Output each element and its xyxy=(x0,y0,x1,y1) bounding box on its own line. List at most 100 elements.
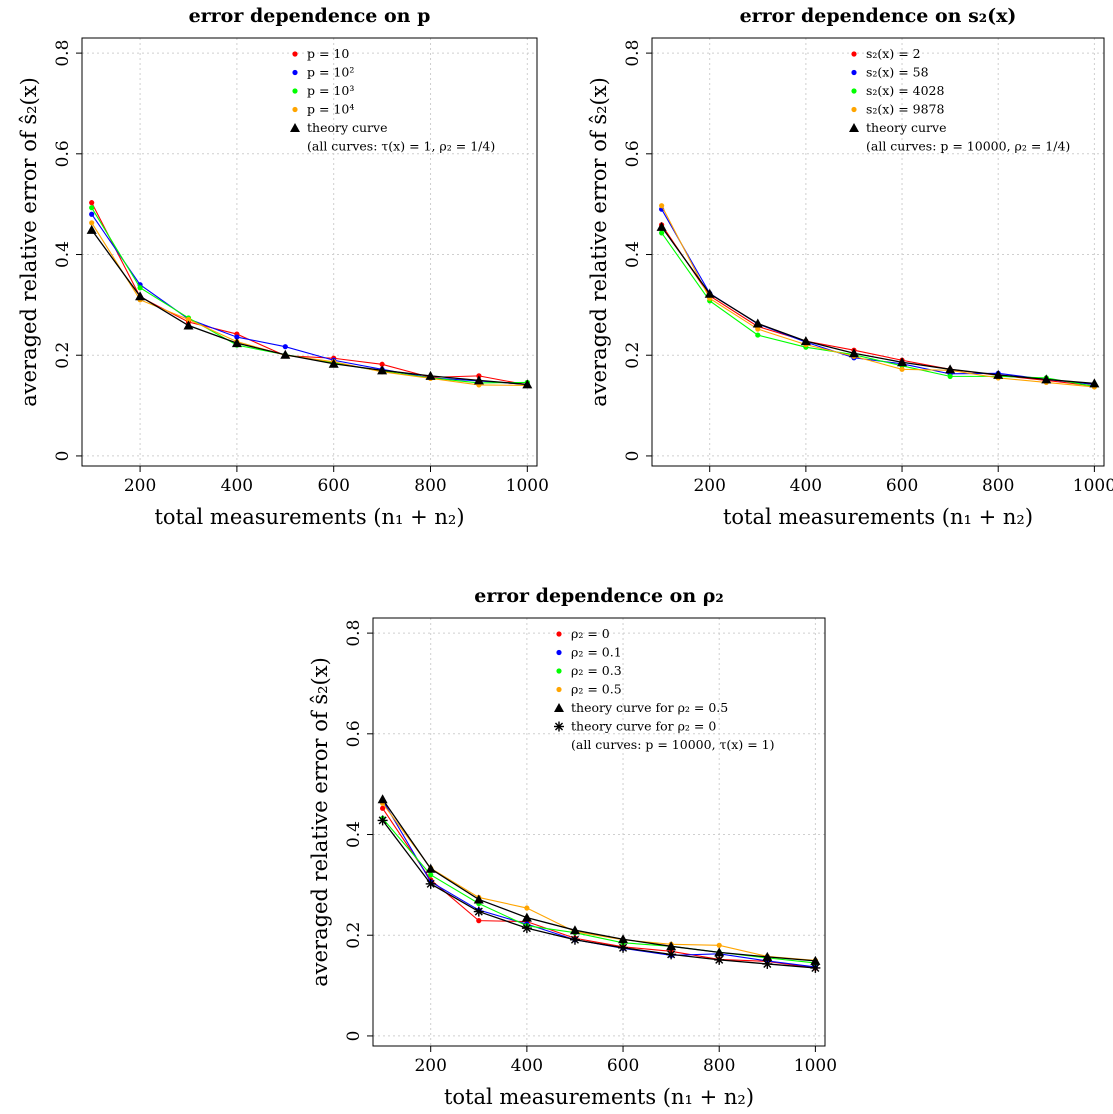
data-point xyxy=(425,863,436,873)
y-axis-label: averaged relative error of ŝ₂(x) xyxy=(17,77,41,407)
data-point xyxy=(899,366,905,372)
data-point xyxy=(379,361,385,367)
asterisk-stroke xyxy=(619,943,628,952)
series-2 xyxy=(89,211,530,388)
asterisk-stroke xyxy=(570,935,579,944)
x-tick-label: 400 xyxy=(221,476,253,496)
asterisk-stroke xyxy=(426,879,435,888)
data-point xyxy=(89,211,95,217)
data-point xyxy=(1089,378,1100,388)
asterisk-stroke xyxy=(378,816,387,825)
data-point xyxy=(656,221,667,231)
legend-label: ρ₂ = 0.5 xyxy=(571,682,622,697)
data-point xyxy=(292,69,298,76)
data-point xyxy=(993,369,1004,379)
data-point xyxy=(556,631,562,637)
series-line xyxy=(661,205,1095,388)
data-point xyxy=(524,905,530,911)
series-line xyxy=(382,820,816,969)
y-tick-label: 0.8 xyxy=(623,40,643,67)
asterisk-stroke xyxy=(522,924,531,933)
y-tick-label: 0.2 xyxy=(53,342,73,369)
y-tick-label: 0 xyxy=(623,451,643,462)
asterisk-stroke xyxy=(554,722,564,731)
data-point xyxy=(752,318,763,328)
legend-label: theory curve for ρ₂ = 0.5 xyxy=(571,700,728,715)
data-point xyxy=(848,348,859,358)
data-point xyxy=(473,894,484,904)
data-point xyxy=(89,220,95,226)
series-line xyxy=(661,226,1095,385)
x-tick-label: 600 xyxy=(317,476,349,496)
grid-lines xyxy=(373,618,825,1046)
series-4 xyxy=(659,203,1097,390)
y-tick-label: 0.4 xyxy=(344,821,364,848)
chart-title: error dependence on p xyxy=(189,5,431,27)
legend-note: (all curves: p = 10000, τ(x) = 1) xyxy=(571,737,775,752)
x-axis-label: total measurements (n₁ + n₂) xyxy=(154,505,464,529)
legend: s₂(x) = 2 s₂(x) = 58 s₂(x) = 4028 s₂(x) = 9… xyxy=(849,46,1070,154)
data-point xyxy=(556,686,562,693)
data-point xyxy=(1041,374,1052,384)
data-point xyxy=(762,951,773,961)
series-line xyxy=(91,229,528,386)
data-point xyxy=(89,200,95,206)
legend-label: ρ₂ = 0.1 xyxy=(571,645,622,660)
x-tick-label: 800 xyxy=(703,1056,735,1076)
y-tick-label: 0 xyxy=(53,451,73,462)
x-axis-label: total measurements (n₁ + n₂) xyxy=(723,505,1033,529)
data-point xyxy=(755,326,761,332)
series-line xyxy=(91,213,528,385)
legend-label: p = 10⁴ xyxy=(307,102,354,117)
legend-label: ρ₂ = 0.3 xyxy=(571,663,622,678)
data-point xyxy=(554,703,564,712)
series-5 xyxy=(86,224,533,389)
data-point xyxy=(947,373,953,379)
y-tick-label: 0.4 xyxy=(623,241,643,268)
data-point xyxy=(945,364,956,374)
legend-label: s₂(x) = 58 xyxy=(866,65,929,80)
data-point xyxy=(473,906,484,917)
series-line xyxy=(382,798,816,962)
data-point xyxy=(328,358,339,368)
data-point xyxy=(234,334,240,340)
plot-frame xyxy=(372,617,826,1047)
data-point xyxy=(810,962,821,973)
data-point xyxy=(135,291,146,301)
y-tick-label: 0.6 xyxy=(344,720,364,747)
chart-panel-1: 200 400 600 800 1000 0 0.2 0.4 0.6 0.8 error depen… xyxy=(17,5,549,529)
asterisk-stroke xyxy=(667,950,676,959)
plot-frame xyxy=(81,37,538,467)
y-tick-label: 0.2 xyxy=(344,922,364,949)
chart-title: error dependence on ρ₂ xyxy=(474,585,724,607)
data-point xyxy=(86,224,97,234)
asterisk-stroke xyxy=(715,955,724,964)
series-line xyxy=(382,802,816,961)
asterisk-stroke xyxy=(811,963,820,972)
data-point xyxy=(231,338,242,348)
y-tick-label: 0 xyxy=(344,1031,364,1042)
data-point xyxy=(380,805,386,811)
data-point xyxy=(659,203,665,209)
data-point xyxy=(476,918,482,924)
data-point xyxy=(425,878,436,889)
y-tick-label: 0.8 xyxy=(53,40,73,67)
x-tick-label: 1000 xyxy=(1073,476,1113,496)
legend-label: p = 10³ xyxy=(307,83,354,98)
data-point xyxy=(522,379,533,389)
y-axis-label: averaged relative error of ŝ₂(x) xyxy=(587,77,611,407)
data-point xyxy=(810,955,821,965)
data-point xyxy=(755,332,761,338)
data-point xyxy=(185,316,192,323)
x-tick-label: 1000 xyxy=(506,476,549,496)
data-point xyxy=(292,51,298,57)
series-line xyxy=(382,799,816,968)
x-tick-label: 1000 xyxy=(794,1056,837,1076)
series-4 xyxy=(380,800,818,964)
data-point xyxy=(851,51,857,57)
x-tick-label: 800 xyxy=(414,476,446,496)
series-line xyxy=(382,808,816,969)
x-tick-label: 200 xyxy=(693,476,725,496)
data-point xyxy=(473,375,484,385)
